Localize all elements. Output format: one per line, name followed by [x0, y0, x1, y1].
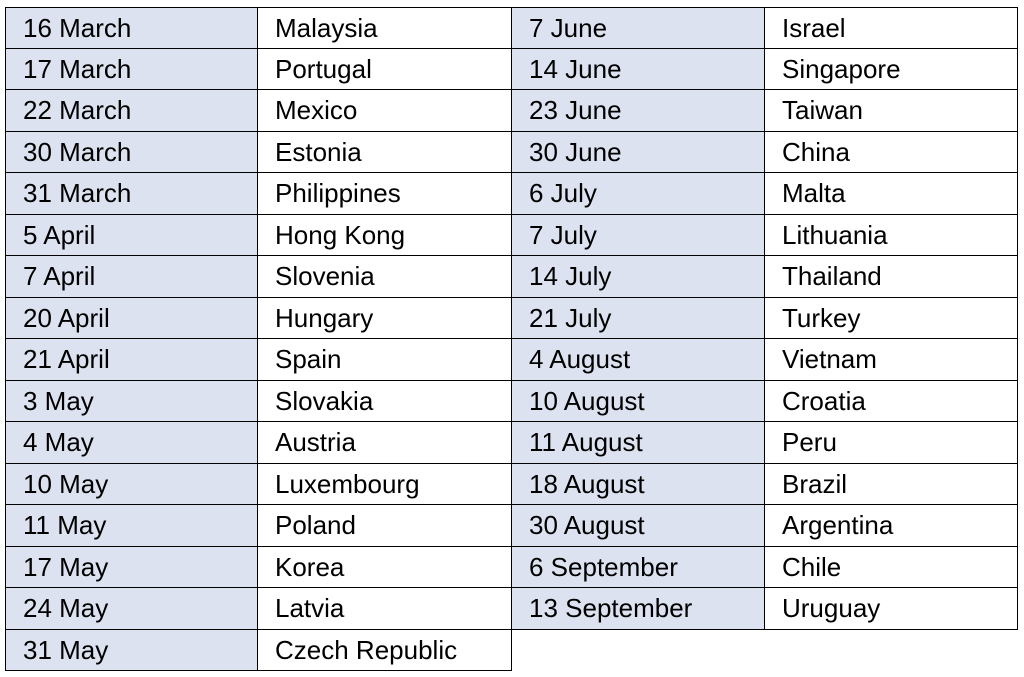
country-cell: Croatia	[764, 380, 1018, 422]
date-cell: 7 June	[511, 7, 765, 49]
country-cell: Thailand	[764, 255, 1018, 298]
country-cell: Korea	[257, 546, 512, 588]
date-cell: 30 June	[511, 131, 765, 173]
date-cell: 14 July	[511, 255, 765, 298]
date-cell: 20 April	[5, 297, 258, 339]
date-cell: 6 July	[511, 172, 765, 215]
country-cell: Philippines	[257, 172, 512, 215]
date-cell: 17 May	[5, 546, 258, 588]
date-cell: 11 August	[511, 421, 765, 464]
date-cell: 21 April	[5, 338, 258, 381]
country-cell: Latvia	[257, 587, 512, 630]
country-cell: Uruguay	[764, 587, 1018, 630]
country-cell: Austria	[257, 421, 512, 464]
country-cell: Mexico	[257, 89, 512, 132]
date-cell: 14 June	[511, 48, 765, 90]
country-cell: Slovenia	[257, 255, 512, 298]
date-cell: 7 July	[511, 214, 765, 256]
date-cell: 16 March	[5, 7, 258, 49]
date-cell: 31 May	[5, 629, 258, 671]
date-cell: 30 March	[5, 131, 258, 173]
date-cell: 31 March	[5, 172, 258, 215]
date-cell: 7 April	[5, 255, 258, 298]
country-cell: Malaysia	[257, 7, 512, 49]
date-cell: 5 April	[5, 214, 258, 256]
date-cell: 10 August	[511, 380, 765, 422]
country-cell: Taiwan	[764, 89, 1018, 132]
country-cell: Peru	[764, 421, 1018, 464]
country-cell: Czech Republic	[257, 629, 512, 671]
country-cell: Malta	[764, 172, 1018, 215]
date-cell: 11 May	[5, 504, 258, 547]
country-cell: Luxembourg	[257, 463, 512, 505]
date-cell: 4 August	[511, 338, 765, 381]
date-cell: 24 May	[5, 587, 258, 630]
country-cell: Lithuania	[764, 214, 1018, 256]
country-cell: Portugal	[257, 48, 512, 90]
country-cell: Turkey	[764, 297, 1018, 339]
date-cell: 4 May	[5, 421, 258, 464]
country-cell: Hong Kong	[257, 214, 512, 256]
date-cell: 6 September	[511, 546, 765, 588]
country-cell: Spain	[257, 338, 512, 381]
country-cell: Chile	[764, 546, 1018, 588]
country-cell: Brazil	[764, 463, 1018, 505]
date-cell: 23 June	[511, 89, 765, 132]
date-cell: 13 September	[511, 587, 765, 630]
country-cell: Estonia	[257, 131, 512, 173]
country-cell: Argentina	[764, 504, 1018, 547]
country-cell: China	[764, 131, 1018, 173]
date-cell: 22 March	[5, 89, 258, 132]
date-cell: 30 August	[511, 504, 765, 547]
date-cell: 18 August	[511, 463, 765, 505]
date-cell: 10 May	[5, 463, 258, 505]
date-cell: 17 March	[5, 48, 258, 90]
country-cell: Hungary	[257, 297, 512, 339]
country-cell: Vietnam	[764, 338, 1018, 381]
date-cell: 21 July	[511, 297, 765, 339]
country-cell: Singapore	[764, 48, 1018, 90]
country-cell: Israel	[764, 7, 1018, 49]
country-cell: Slovakia	[257, 380, 512, 422]
date-cell: 3 May	[5, 380, 258, 422]
country-cell: Poland	[257, 504, 512, 547]
